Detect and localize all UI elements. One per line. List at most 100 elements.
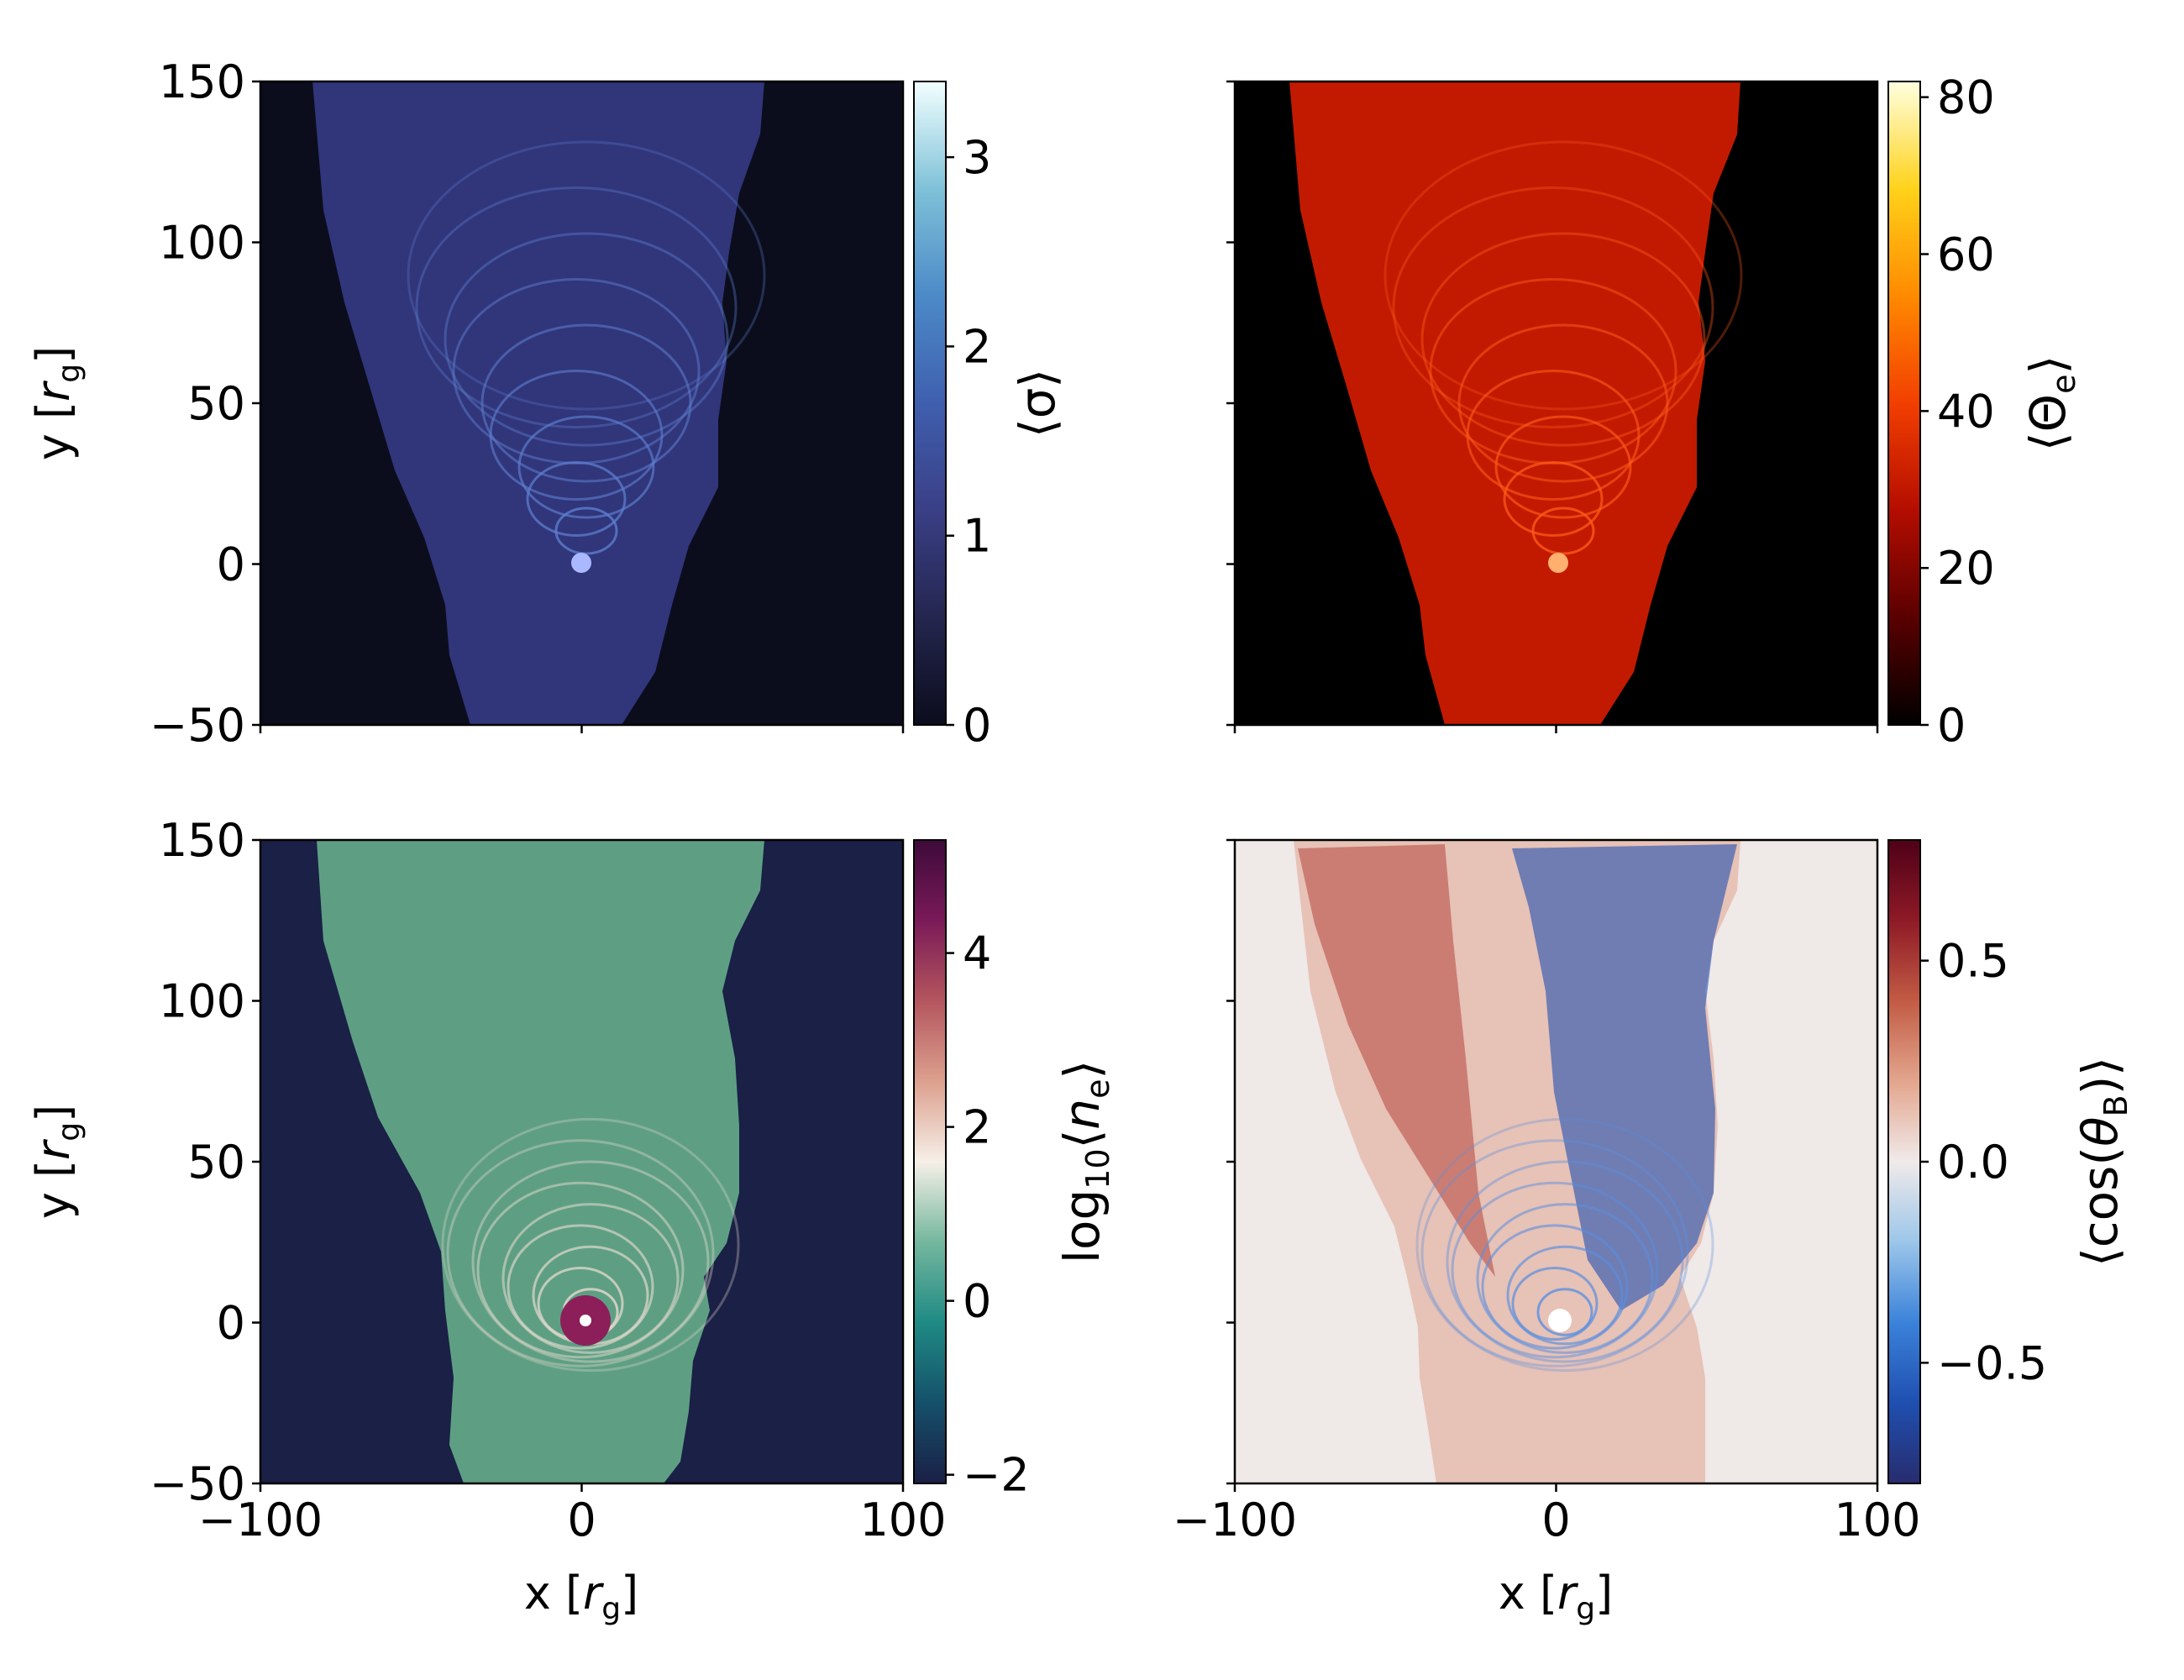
- sigma-colorbar-ticks: 0 1 2 3: [946, 131, 991, 752]
- ring: [507, 1224, 654, 1350]
- ring: [1392, 186, 1714, 428]
- density-x-ticks: −100 0 100: [198, 1483, 947, 1546]
- density-swirl-rings: [441, 1117, 740, 1373]
- density-colorbar-ticks: −2 0 2 4: [946, 927, 1030, 1502]
- colorbar-tick-label: 20: [1937, 542, 1995, 595]
- density-colorbar-label: log10⟨ne⟩: [1053, 1060, 1116, 1263]
- x-tick-label: 0: [567, 1494, 596, 1546]
- ring: [441, 1117, 740, 1373]
- y-tick-label: −50: [150, 699, 245, 752]
- ring: [452, 278, 701, 465]
- cos-theta-b-colorbar-ticks: −0.5 0.0 0.5: [1920, 935, 2047, 1389]
- ring: [480, 323, 692, 483]
- cos-theta-b-colorbar-label: ⟨cos(θB)⟩: [2071, 1057, 2134, 1267]
- colorbar-tick-label: 0.5: [1937, 935, 2009, 988]
- density-y-ticks: 150 100 50 0 −50: [150, 814, 260, 1510]
- ring: [471, 1160, 710, 1363]
- ring: [1531, 507, 1595, 555]
- density-y-label: y [rg]: [27, 1105, 87, 1219]
- y-tick-label: 150: [159, 814, 245, 867]
- ring: [554, 507, 618, 555]
- sigma-x-ticks: [259, 725, 905, 733]
- x-tick-label: 0: [1541, 1494, 1570, 1546]
- y-tick-label: 150: [159, 55, 245, 108]
- ring: [1457, 323, 1669, 483]
- ring: [1420, 232, 1706, 447]
- x-tick-label: 100: [1834, 1494, 1920, 1546]
- theta-e-x-ticks: [1233, 725, 1879, 733]
- panel-cos-theta-b: −100 0 100 x [rg] −0.5 0.0 0.5 ⟨cos(θB)⟩: [1173, 838, 2134, 1626]
- ring: [1429, 278, 1677, 465]
- ring: [1536, 1288, 1593, 1336]
- theta-e-shock-rings: [1383, 140, 1743, 555]
- x-tick-label: 100: [859, 1494, 946, 1546]
- ring: [446, 1139, 715, 1368]
- density-x-label: x [rg]: [524, 1567, 638, 1626]
- colorbar-tick-label: 80: [1937, 71, 1995, 124]
- cos-theta-b-negative-lobe: [1512, 844, 1737, 1310]
- colorbar-tick-label: 60: [1937, 228, 1995, 281]
- colorbar-tick-label: 2: [963, 1101, 991, 1154]
- theta-e-jet-plume: [1289, 81, 1740, 725]
- ring: [1503, 461, 1604, 537]
- ring: [1383, 140, 1743, 411]
- cos-theta-b-x-ticks: −100 0 100: [1173, 1483, 1921, 1546]
- cos-theta-b-y-ticks: [1226, 838, 1235, 1485]
- colorbar-tick-label: 1: [963, 510, 991, 563]
- sigma-core-spiral: [571, 553, 591, 573]
- cos-theta-b-core-spiral: [1548, 1309, 1572, 1332]
- y-tick-label: 0: [217, 1297, 245, 1350]
- sigma-shock-rings: [407, 140, 766, 555]
- ring: [501, 1203, 680, 1354]
- ring: [1494, 415, 1632, 519]
- panel-theta-e: 0 20 40 60 80 ⟨Θe⟩: [1226, 71, 2082, 752]
- density-core-hole: [580, 1315, 591, 1326]
- cos-theta-b-x-label: x [rg]: [1499, 1567, 1613, 1626]
- ring: [1420, 1139, 1689, 1368]
- colorbar-tick-label: 0: [1937, 699, 1966, 752]
- ring: [1415, 1117, 1714, 1373]
- colorbar-tick-label: 0: [963, 1275, 991, 1328]
- colorbar-tick-label: 3: [963, 131, 991, 184]
- cos-theta-b-positive-lobe: [1298, 844, 1495, 1277]
- colorbar-tick-label: 40: [1937, 385, 1995, 438]
- colorbar-tick-label: 0.0: [1937, 1136, 2009, 1189]
- x-tick-label: −100: [198, 1494, 323, 1546]
- colorbar-tick-label: 0: [963, 699, 991, 752]
- theta-e-colorbar-ticks: 0 20 40 60 80: [1920, 71, 1995, 752]
- density-jet-plume: [317, 840, 764, 1483]
- colorbar-tick-label: 2: [963, 320, 991, 373]
- theta-e-y-ticks: [1226, 80, 1235, 727]
- colorbar-tick-label: −0.5: [1937, 1336, 2047, 1389]
- ring: [1446, 1160, 1684, 1363]
- theta-e-core-spiral: [1548, 553, 1568, 573]
- ring: [444, 232, 729, 447]
- ring: [415, 186, 738, 428]
- y-tick-label: 0: [217, 538, 245, 591]
- colorbar-tick-label: 4: [963, 927, 991, 980]
- y-tick-label: 100: [159, 975, 245, 1028]
- y-tick-label: −50: [150, 1457, 245, 1510]
- sigma-y-ticks: 150 100 50 0 −50: [150, 55, 260, 752]
- x-tick-label: −100: [1173, 1494, 1297, 1546]
- panel-density: −100 0 100 150 100 50 0 −50 x [rg] y [rg] −2 0 2…: [27, 814, 1116, 1626]
- colorbar-tick-label: −2: [963, 1449, 1030, 1502]
- cos-theta-b-swirl-rings: [1415, 1117, 1714, 1373]
- ring: [517, 415, 655, 519]
- ring: [526, 461, 627, 537]
- panel-sigma: 150 100 50 0 −50 y [rg] 0 1 2 3 ⟨σ⟩: [27, 55, 1066, 752]
- sigma-y-label: y [rg]: [27, 346, 87, 460]
- y-tick-label: 50: [187, 377, 245, 430]
- theta-e-colorbar: [1887, 81, 1921, 726]
- sigma-colorbar: [913, 81, 947, 726]
- y-tick-label: 100: [159, 217, 245, 270]
- ring: [1506, 1245, 1624, 1346]
- ring: [407, 140, 766, 411]
- ring: [476, 1181, 685, 1359]
- ring: [1476, 1203, 1654, 1354]
- ring: [1481, 1224, 1629, 1350]
- sigma-colorbar-label: ⟨σ⟩: [1009, 369, 1066, 438]
- density-colorbar: [913, 839, 947, 1484]
- ring: [1511, 1267, 1599, 1341]
